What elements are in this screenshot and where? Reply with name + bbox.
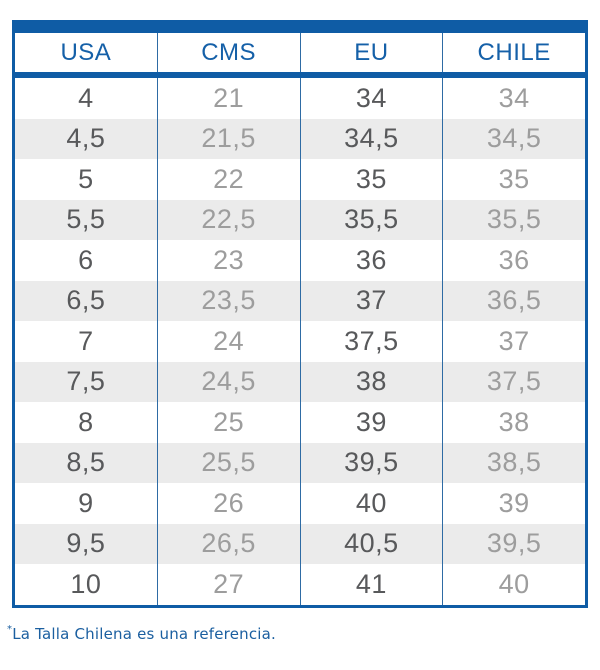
footnote-asterisk: * (7, 624, 13, 635)
cell-cms: 25,5 (156, 442, 300, 483)
table-row: 7,5 24,5 38 37,5 (15, 361, 585, 402)
cell-eu: 37,5 (299, 321, 443, 362)
cell-chile: 39 (442, 483, 585, 524)
cell-eu: 40 (299, 483, 443, 524)
table-row: 9 26 40 39 (15, 483, 585, 524)
cell-chile: 35 (442, 159, 585, 200)
cell-eu: 34,5 (299, 118, 443, 159)
cell-chile: 34 (442, 78, 585, 119)
cell-usa: 9 (78, 487, 94, 518)
cell-cms: 25 (156, 402, 300, 443)
table-row: 6,5 23,5 37 36,5 (15, 280, 585, 321)
cell-cms: 23,5 (156, 280, 300, 321)
header-cell-eu: EU (299, 33, 443, 72)
cell-usa: 5,5 (66, 204, 106, 235)
cell-eu: 35 (299, 159, 443, 200)
table-row: 4 21 34 34 (15, 78, 585, 119)
cell-eu: 37 (299, 280, 443, 321)
cell-usa: 7 (78, 325, 94, 356)
cell-usa: 9,5 (66, 528, 106, 559)
table-row: 8 25 39 38 (15, 402, 585, 443)
cell-cms: 21 (156, 78, 300, 119)
cell-eu: 39 (299, 402, 443, 443)
cell-cms: 24,5 (156, 361, 300, 402)
cell-chile: 35,5 (442, 199, 585, 240)
cell-chile: 40 (442, 564, 585, 605)
cell-chile: 36 (442, 240, 585, 281)
cell-chile: 38,5 (442, 442, 585, 483)
cell-chile: 39,5 (442, 523, 585, 564)
cell-chile: 37,5 (442, 361, 585, 402)
cell-usa: 6,5 (66, 285, 106, 316)
table-row: 5,5 22,5 35,5 35,5 (15, 199, 585, 240)
cell-usa: 4 (78, 82, 94, 113)
cell-eu: 36 (299, 240, 443, 281)
footnote: *La Talla Chilena es una referencia. (7, 624, 277, 644)
table-row: 9,5 26,5 40,5 39,5 (15, 523, 585, 564)
cell-usa: 7,5 (66, 366, 106, 397)
cell-cms: 24 (156, 321, 300, 362)
footnote-text: La Talla Chilena es una referencia. (12, 625, 277, 643)
header-cell-usa: USA (60, 38, 112, 66)
cell-usa: 6 (78, 244, 94, 275)
cell-eu: 34 (299, 78, 443, 119)
cell-usa: 8,5 (66, 447, 106, 478)
header-cell-chile: CHILE (442, 33, 585, 72)
size-conversion-table: USA CMS EU CHILE 4 21 34 34 4,5 21,5 34,5 34,5 5… (12, 20, 588, 608)
table-row: 7 24 37,5 37 (15, 321, 585, 362)
cell-usa: 10 (70, 568, 102, 599)
header-cell-cms: CMS (156, 33, 300, 72)
cell-usa: 4,5 (66, 123, 106, 154)
cell-cms: 22 (156, 159, 300, 200)
cell-cms: 26,5 (156, 523, 300, 564)
cell-eu: 38 (299, 361, 443, 402)
cell-eu: 41 (299, 564, 443, 605)
cell-chile: 34,5 (442, 118, 585, 159)
cell-cms: 26 (156, 483, 300, 524)
cell-chile: 36,5 (442, 280, 585, 321)
table-row: 4,5 21,5 34,5 34,5 (15, 118, 585, 159)
cell-cms: 23 (156, 240, 300, 281)
cell-eu: 35,5 (299, 199, 443, 240)
table-row: 8,5 25,5 39,5 38,5 (15, 442, 585, 483)
table-row: 5 22 35 35 (15, 159, 585, 200)
table-row: 6 23 36 36 (15, 240, 585, 281)
cell-usa: 8 (78, 406, 94, 437)
cell-cms: 27 (156, 564, 300, 605)
cell-eu: 39,5 (299, 442, 443, 483)
table-row: 10 27 41 40 (15, 564, 585, 605)
table-header-row: USA CMS EU CHILE (15, 33, 585, 78)
table-body: 4 21 34 34 4,5 21,5 34,5 34,5 5 22 35 35 5,5 22,5 35,5… (15, 78, 585, 605)
table-top-bar (15, 20, 585, 33)
cell-chile: 37 (442, 321, 585, 362)
cell-chile: 38 (442, 402, 585, 443)
cell-eu: 40,5 (299, 523, 443, 564)
cell-cms: 22,5 (156, 199, 300, 240)
cell-cms: 21,5 (156, 118, 300, 159)
cell-usa: 5 (78, 163, 94, 194)
